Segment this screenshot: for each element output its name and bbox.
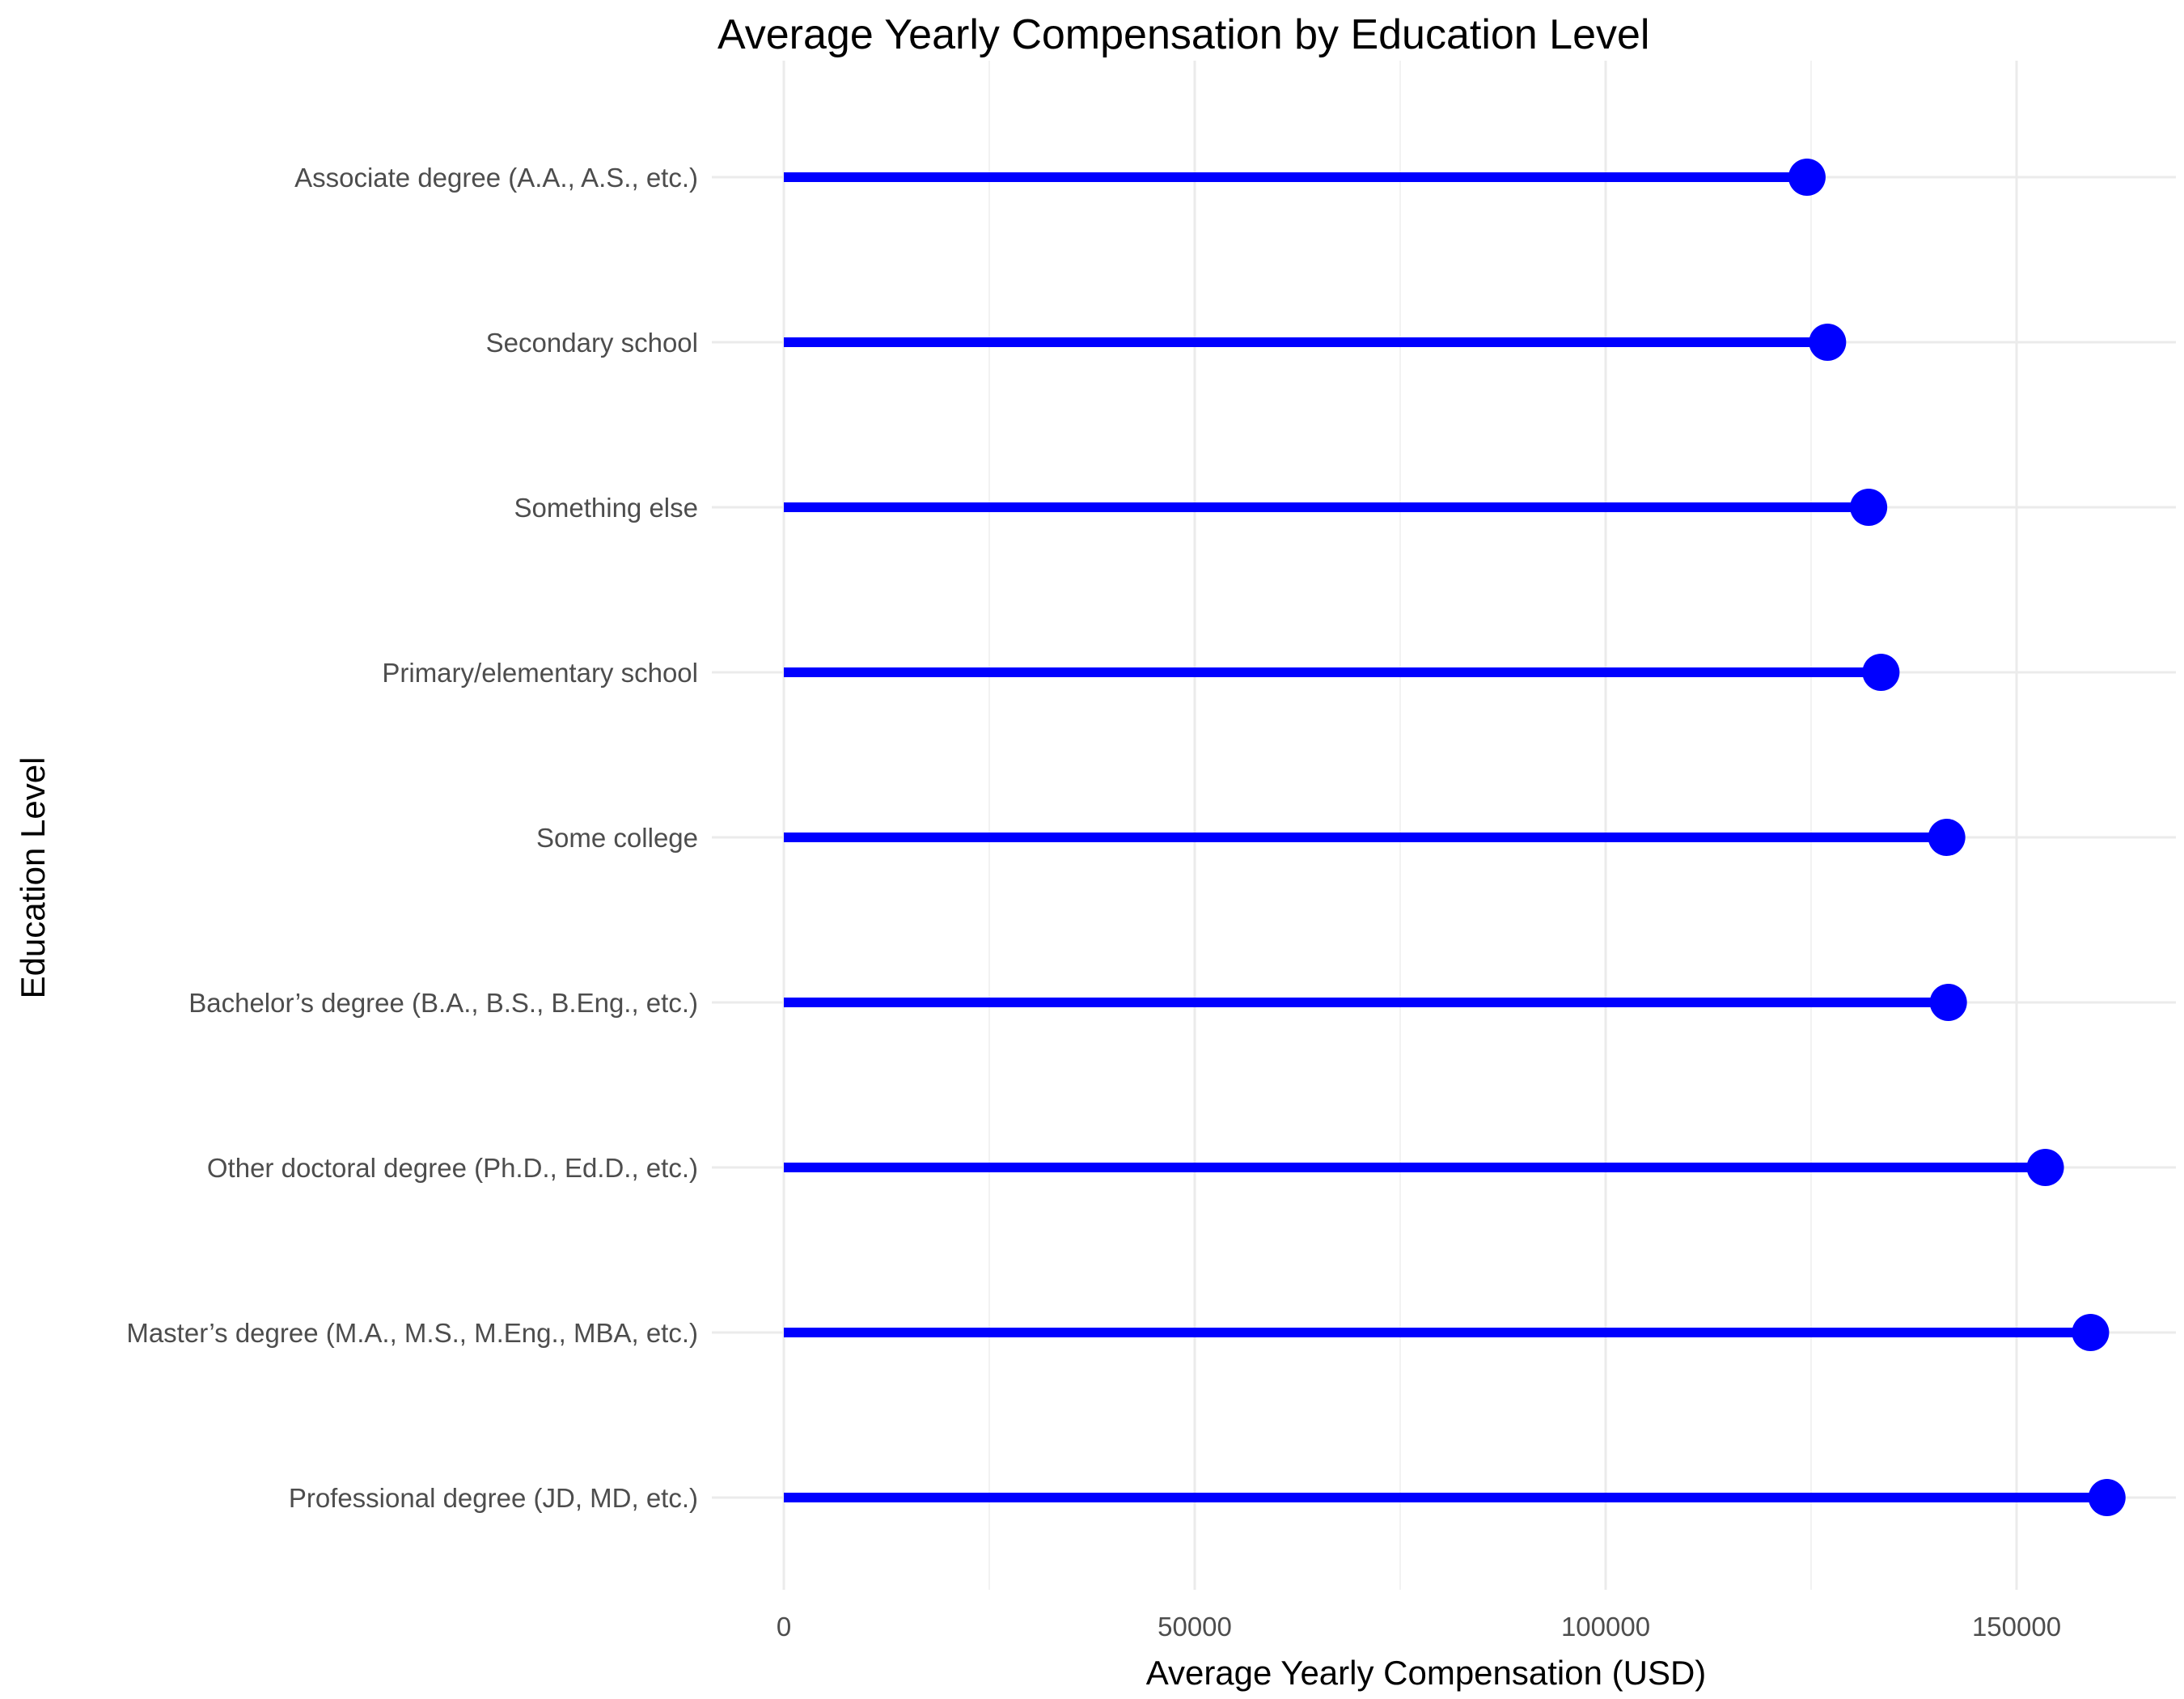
x-axis-title: Average Yearly Compensation (USD) [1146, 1654, 1707, 1692]
lollipop-dot [1809, 324, 1847, 361]
lollipop-dots [1788, 159, 2126, 1516]
x-tick-label: 150000 [1972, 1612, 2061, 1642]
x-tick-label: 50000 [1158, 1612, 1232, 1642]
chart-title: Average Yearly Compensation by Education… [717, 11, 1649, 58]
lollipop-dot [2072, 1314, 2110, 1351]
minor-gridlines [988, 61, 1812, 1590]
x-tick-label: 0 [777, 1612, 791, 1642]
lollipop-stems [784, 172, 2107, 1502]
category-label: Primary/elementary school [382, 658, 698, 688]
y-axis-title: Education Level [14, 757, 52, 999]
category-label: Some college [536, 823, 698, 853]
category-label: Something else [514, 493, 698, 523]
category-label: Secondary school [486, 328, 698, 358]
category-label: Professional degree (JD, MD, etc.) [289, 1483, 698, 1513]
category-label: Associate degree (A.A., A.S., etc.) [294, 163, 698, 193]
category-label: Other doctoral degree (Ph.D., Ed.D., etc… [207, 1153, 698, 1183]
lollipop-dot [1929, 984, 1967, 1021]
x-tick-label: 100000 [1561, 1612, 1650, 1642]
lollipop-dot [2026, 1149, 2064, 1186]
x-axis-tick-labels: 0 50000 100000 150000 [777, 1612, 2061, 1642]
category-label: Bachelor’s degree (B.A., B.S., B.Eng., e… [188, 988, 698, 1018]
lollipop-dot [1928, 819, 1966, 856]
y-axis-tick-labels: Associate degree (A.A., A.S., etc.) Secon… [126, 163, 698, 1513]
category-label: Master’s degree (M.A., M.S., M.Eng., MBA… [126, 1318, 698, 1348]
lollipop-dot [1788, 159, 1826, 196]
lollipop-dot [1862, 654, 1900, 691]
lollipop-dot [2088, 1479, 2126, 1516]
lollipop-dot [1850, 489, 1888, 526]
